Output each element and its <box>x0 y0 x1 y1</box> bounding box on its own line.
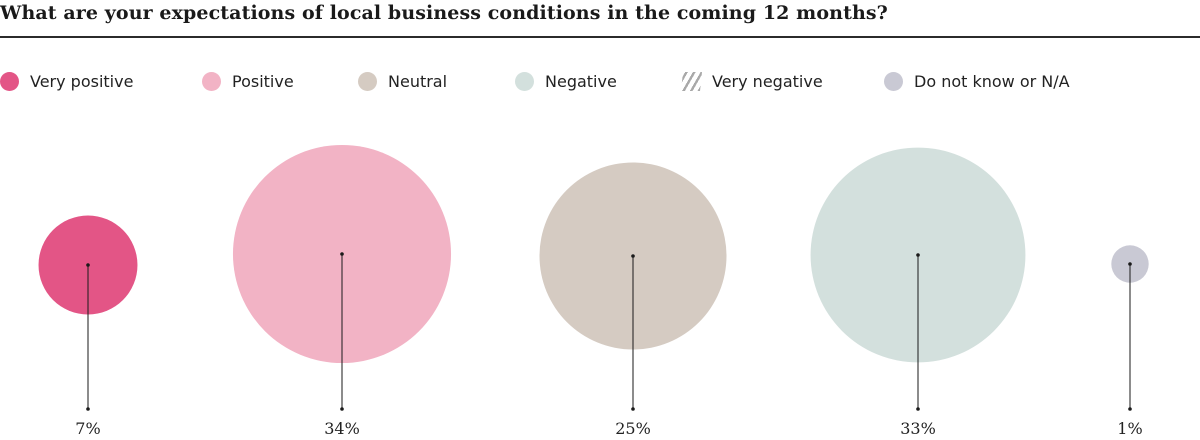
legend-item-neutral: Neutral <box>358 69 447 93</box>
legend-label: Positive <box>232 71 294 91</box>
legend-item-very-positive: Very positive <box>0 69 133 93</box>
leader-dot <box>631 407 635 411</box>
leader-dot <box>86 407 90 411</box>
positive-swatch-icon <box>202 71 221 91</box>
leader-dot <box>916 253 920 257</box>
leader-dot <box>1128 407 1132 411</box>
legend-item-do-not-know: Do not know or N/A <box>884 69 1070 93</box>
legend-item-negative: Negative <box>515 69 617 93</box>
legend-label: Negative <box>545 71 617 91</box>
very-positive-swatch-icon <box>0 71 19 91</box>
neutral-swatch-icon <box>358 71 377 91</box>
legend-label: Do not know or N/A <box>914 71 1070 91</box>
legend-item-positive: Positive <box>202 69 294 93</box>
leader-dot <box>340 252 344 256</box>
value-label: 1% <box>1117 419 1142 438</box>
leader-dot <box>1128 262 1132 266</box>
value-label: 33% <box>900 419 936 438</box>
leader-dot <box>340 407 344 411</box>
legend-label: Very negative <box>712 71 823 91</box>
leader-dot <box>86 263 90 267</box>
chart-title: What are your expectations of local busi… <box>0 2 888 24</box>
legend: Very positive Positive Neutral Negative … <box>0 69 1200 93</box>
title-divider <box>0 36 1200 38</box>
leader-dot <box>916 407 920 411</box>
legend-label: Neutral <box>388 71 448 91</box>
legend-item-very-negative: Very negative <box>681 69 823 93</box>
negative-swatch-icon <box>515 71 534 91</box>
do-not-know-swatch-icon <box>884 71 903 91</box>
value-label: 7% <box>75 419 100 438</box>
legend-label: Very positive <box>30 71 134 91</box>
value-label: 34% <box>324 419 360 438</box>
leader-dot <box>631 254 635 258</box>
value-label: 25% <box>615 419 651 438</box>
